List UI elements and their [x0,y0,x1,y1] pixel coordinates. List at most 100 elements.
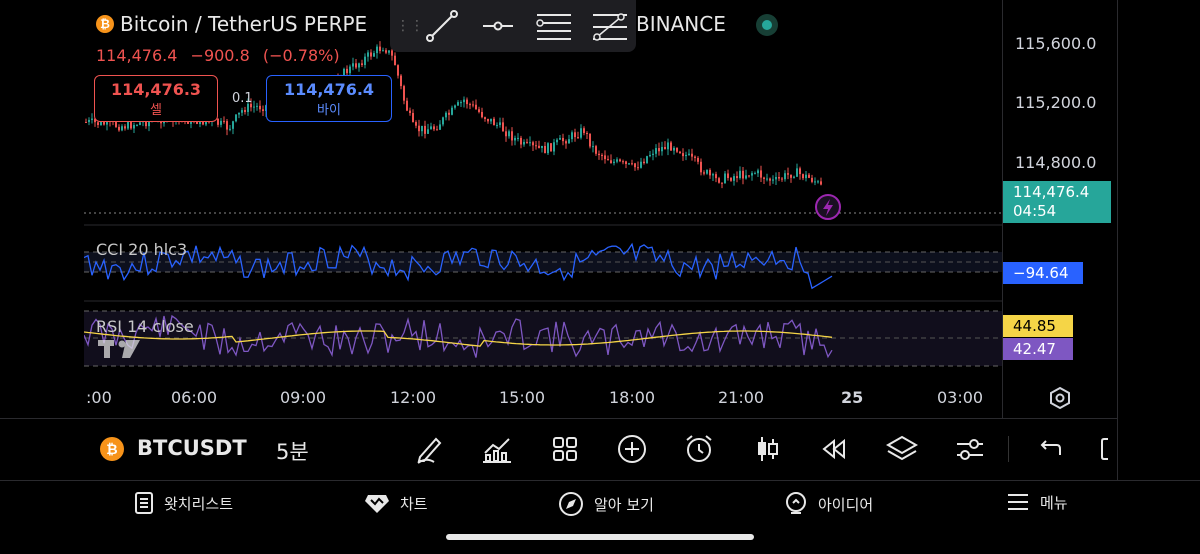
candle-body [481,111,483,118]
current-price: 114,476.4 [1013,183,1090,201]
candle-body [145,121,147,127]
candle-body [430,126,432,130]
buy-button[interactable]: 114,476.4 바이 [266,75,392,122]
fib-retracement-icon[interactable] [584,6,636,46]
nav-explore-label: 알아 보기 [594,495,654,514]
candle-body [781,178,783,180]
candle-body [352,63,354,67]
price-chart[interactable] [84,0,1002,380]
indicators-icon[interactable] [480,432,514,466]
price-axis-label: 115,200.0 [1015,93,1097,112]
candle-body [733,176,735,181]
candle-body [229,128,231,130]
candle-body [565,141,567,144]
sell-button[interactable]: 114,476.3 셀 [94,75,218,122]
price-summary: 114,476.4 −900.8 (−0.78%) [96,46,348,65]
rsi-label[interactable]: RSI 14 close [96,317,194,336]
candle-body [451,107,453,115]
undo-icon[interactable] [1032,432,1066,466]
candlestick-icon[interactable] [750,432,784,466]
symbol-bar [0,418,1118,480]
compass-icon [559,492,583,516]
candle-body [589,133,591,147]
candle-body [520,137,522,145]
symbol-button[interactable]: BTCUSDT [137,436,247,460]
add-circle-icon[interactable] [615,432,649,466]
drag-handle-icon[interactable]: ⋮⋮ [396,18,424,34]
candle-body [244,110,246,112]
candle-body [703,172,705,174]
nav-menu[interactable]: 메뉴 [1006,491,1068,513]
candle-body [469,104,471,106]
candle-body [262,109,264,111]
alarm-clock-icon[interactable] [682,432,716,466]
parallel-channel-icon[interactable] [528,6,580,46]
nav-explore[interactable]: 알아 보기 [558,491,654,517]
layout-grid-icon[interactable] [548,432,582,466]
symbol-title[interactable]: ₿ Bitcoin / TetherUS PERPE [96,12,367,36]
nav-ideas[interactable]: 아이디어 [784,491,873,517]
candle-body [535,145,537,147]
nav-watchlist[interactable]: 왓치리스트 [134,491,233,515]
candle-body [730,177,732,181]
candle-body [805,174,807,179]
candle-body [232,121,234,129]
layers-icon[interactable] [885,432,919,466]
candle-body [544,145,546,154]
candle-countdown: 04:54 [1013,202,1057,220]
last-price: 114,476.4 [96,46,178,65]
drawing-toolbar: ⋮⋮ [390,0,636,52]
candle-body [445,112,447,118]
interval-button[interactable]: 5분 [276,440,309,464]
chart-settings-icon[interactable] [1048,386,1072,410]
candle-body [682,153,684,157]
candle-body [778,176,780,179]
candle-body [787,173,789,175]
candle-body [670,142,672,151]
market-open-icon[interactable] [756,14,778,36]
candle-body [385,50,387,53]
price-axis-border [1002,0,1003,418]
nav-chart[interactable]: 차트 [364,491,428,515]
time-axis-label: 06:00 [171,388,218,407]
candle-body [622,161,624,163]
candle-body [496,125,498,127]
candle-body [691,153,693,157]
candle-body [355,63,357,68]
redo-icon[interactable] [1094,432,1116,466]
candle-body [205,121,207,125]
btc-coin-icon: ₿ [100,437,124,461]
replay-icon[interactable] [817,432,851,466]
candle-body [250,103,252,108]
candle-body [127,120,129,129]
candle-body [646,156,648,164]
candle-body [346,68,348,74]
candle-body [541,145,543,148]
candle-body [616,159,618,162]
candle-body [424,125,426,134]
settings-sliders-icon[interactable] [953,432,987,466]
candle-body [196,122,198,124]
candle-body [637,167,639,169]
candle-body [418,125,420,132]
candle-body [673,147,675,151]
candle-body [349,66,351,74]
candle-body [802,174,804,179]
candle-body [220,120,222,125]
trend-line-icon[interactable] [416,6,468,46]
candle-body [607,159,609,161]
horizontal-ray-icon[interactable] [472,6,524,46]
time-axis-label: 18:00 [609,388,656,407]
cci-label[interactable]: CCI 20 hlc3 [96,240,188,259]
price-axis-label: 114,800.0 [1015,153,1097,172]
candle-body [472,104,474,106]
candle-body [820,181,822,185]
sell-label: 셀 [150,103,162,118]
candle-body [598,153,600,156]
candle-body [676,147,678,152]
candle-body [415,122,417,126]
pen-icon[interactable] [413,432,447,466]
candle-body [727,173,729,178]
candle-body [511,131,513,141]
candle-body [772,179,774,181]
